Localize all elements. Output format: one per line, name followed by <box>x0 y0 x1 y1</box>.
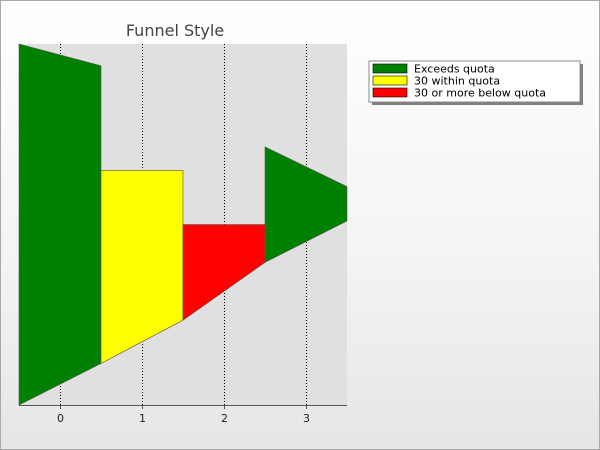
x-axis: 0 1 2 3 <box>19 405 347 425</box>
funnel-segment-0-1 <box>264 146 348 263</box>
legend-swatch-0 <box>372 63 408 74</box>
chart-title: Funnel Style <box>126 21 224 40</box>
legend-swatch-1 <box>372 75 408 86</box>
legend-label-2: 30 or more below quota <box>414 87 546 100</box>
x-tick-label-3: 3 <box>303 412 310 425</box>
x-tick-label-2: 2 <box>221 412 228 425</box>
legend-swatch-2 <box>372 87 408 98</box>
series-layer <box>18 43 348 406</box>
x-tick-label-1: 1 <box>139 412 146 425</box>
legend-label-1: 30 within quota <box>414 75 500 88</box>
funnel-segment-2-0 <box>182 224 266 321</box>
x-tick-label-0: 0 <box>57 412 64 425</box>
funnel-segment-0-0 <box>18 43 102 406</box>
legend-label-0: Exceeds quota <box>414 63 495 76</box>
